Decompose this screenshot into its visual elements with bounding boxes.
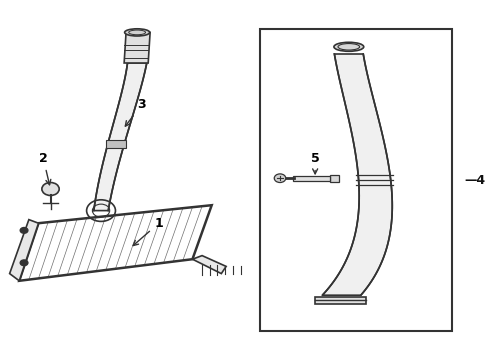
Ellipse shape <box>333 42 363 51</box>
Polygon shape <box>124 32 150 63</box>
Text: 3: 3 <box>125 98 146 126</box>
Ellipse shape <box>124 29 149 36</box>
Circle shape <box>42 183 59 195</box>
Text: 5: 5 <box>310 152 319 174</box>
Bar <box>259 29 451 331</box>
Text: 2: 2 <box>39 152 51 185</box>
Polygon shape <box>293 176 329 181</box>
Polygon shape <box>314 297 365 304</box>
Text: —4: —4 <box>463 174 485 186</box>
Polygon shape <box>106 140 125 148</box>
Circle shape <box>20 260 28 266</box>
Polygon shape <box>329 175 339 182</box>
Circle shape <box>274 174 285 183</box>
Circle shape <box>20 228 28 233</box>
Text: 1: 1 <box>133 217 163 246</box>
Polygon shape <box>322 54 391 295</box>
Polygon shape <box>94 63 146 211</box>
Polygon shape <box>192 256 225 274</box>
Polygon shape <box>10 220 39 281</box>
